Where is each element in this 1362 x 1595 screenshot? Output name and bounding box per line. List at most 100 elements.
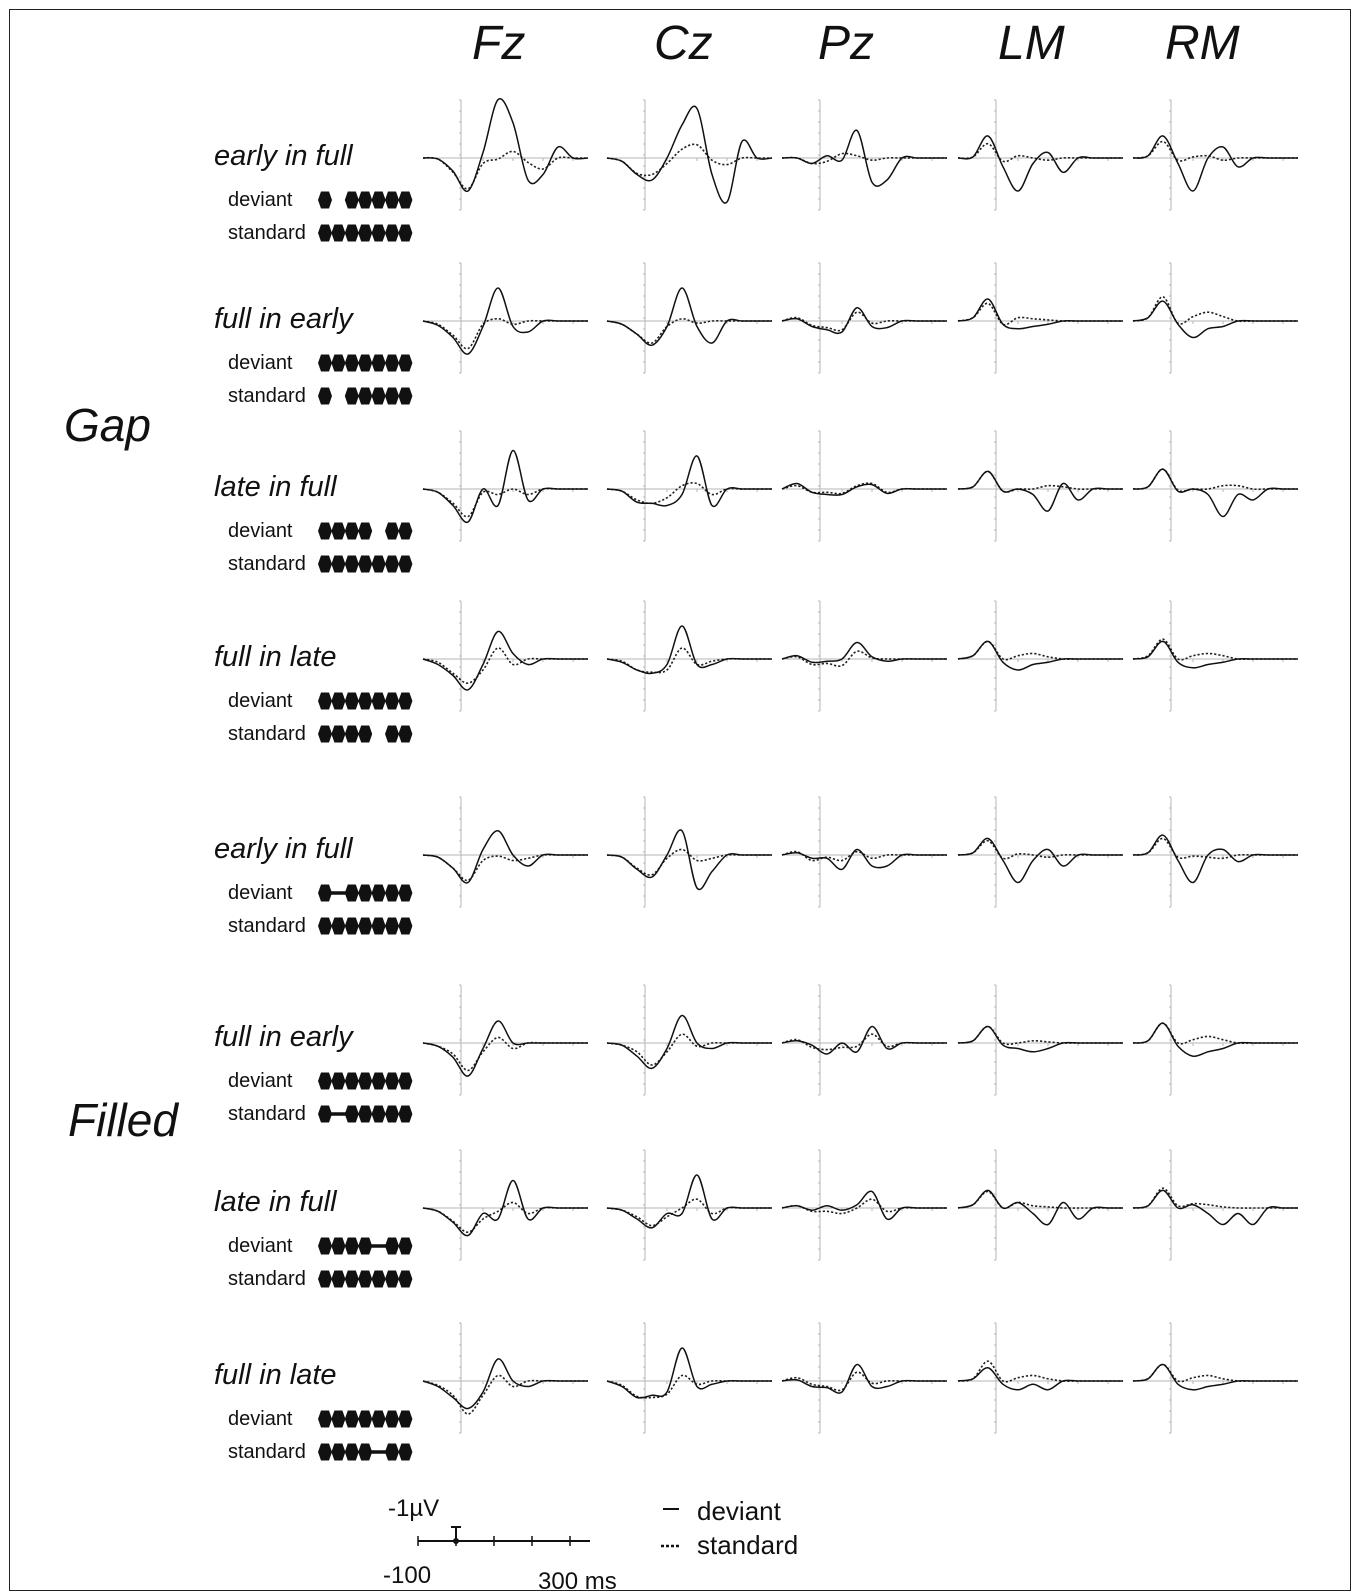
legend-standard-label: standard: [697, 1530, 799, 1560]
deviant-waveform: [1132, 834, 1298, 884]
tone-segment: [385, 522, 399, 540]
deviant-waveform: [957, 298, 1123, 330]
erp-panel-filled-1-cz: [606, 796, 772, 908]
standard-waveform: [781, 650, 947, 667]
erp-panel-gap-2-pz: [781, 262, 947, 374]
deviant-waveform: [422, 1179, 588, 1237]
tone-segment: [398, 1410, 413, 1428]
standard-label: standard: [228, 222, 306, 244]
column-header-pz: Pz: [818, 17, 875, 70]
tone-segment: [318, 884, 332, 902]
standard-stimulus-icon: [318, 1105, 413, 1123]
scale-time-end-label: 300 ms: [538, 1568, 617, 1595]
tone-segment: [398, 1072, 413, 1090]
standard-waveform: [1132, 296, 1298, 325]
tone-segment: [344, 1072, 359, 1090]
tone-segment: [331, 725, 346, 743]
tone-segment: [371, 1105, 386, 1123]
tone-segment: [358, 555, 373, 573]
tone-segment: [398, 1443, 413, 1461]
tone-segment: [371, 1270, 386, 1288]
tone-segment: [371, 917, 386, 935]
standard-stimulus-icon: [318, 555, 413, 573]
tone-segment: [318, 1237, 332, 1255]
tone-segment: [331, 555, 346, 573]
erp-panel-filled-2-fz: [422, 984, 588, 1096]
deviant-waveform: [606, 1174, 772, 1229]
standard-waveform: [422, 1036, 588, 1072]
deviant-label: deviant: [228, 1408, 293, 1430]
standard-stimulus-icon: [318, 1443, 413, 1461]
tone-segment: [385, 884, 399, 902]
erp-panel-gap-2-cz: [606, 262, 772, 374]
standard-waveform: [422, 150, 588, 190]
tone-segment: [344, 692, 359, 710]
tone-segment: [358, 1237, 373, 1255]
deviant-waveform: [781, 641, 947, 664]
deviant-waveform: [422, 449, 588, 524]
erp-panel-gap-4-cz: [606, 600, 772, 712]
tone-segment: [344, 725, 359, 743]
tone-segment: [344, 354, 359, 372]
deviant-waveform: [781, 848, 947, 871]
tone-segment: [331, 1443, 346, 1461]
tone-segment: [358, 522, 373, 540]
tone-segment: [344, 555, 359, 573]
deviant-waveform: [957, 837, 1123, 884]
deviant-label: deviant: [228, 520, 293, 542]
tone-segment: [371, 387, 386, 405]
deviant-label: deviant: [228, 1235, 293, 1257]
erp-panel-gap-3-fz: [422, 430, 588, 542]
tone-segment: [344, 522, 359, 540]
tone-segment: [385, 725, 399, 743]
standard-stimulus-icon: [318, 725, 413, 743]
tone-segment: [385, 191, 399, 209]
scale-amplitude-label: -1µV: [388, 1495, 440, 1522]
erp-panel-filled-4-fz: [422, 1322, 588, 1434]
condition-title: early in full: [214, 140, 353, 172]
tone-segment: [371, 191, 386, 209]
group-label-gap: Gap: [64, 399, 151, 451]
tone-segment: [398, 1105, 413, 1123]
deviant-waveform: [1132, 135, 1298, 192]
tone-segment: [331, 354, 346, 372]
tone-segment: [398, 725, 413, 743]
tone-segment: [344, 1105, 359, 1123]
erp-panel-gap-3-pz: [781, 430, 947, 542]
tone-segment: [385, 1072, 399, 1090]
deviant-waveform: [606, 829, 772, 891]
deviant-waveform: [957, 1189, 1123, 1226]
tone-segment: [385, 917, 399, 935]
standard-stimulus-icon: [318, 1270, 413, 1288]
erp-panel-filled-4-cz: [606, 1322, 772, 1434]
scale-bar: [417, 1526, 590, 1546]
tone-segment: [331, 522, 346, 540]
deviant-waveform: [422, 630, 588, 691]
erp-panel-gap-2-fz: [422, 262, 588, 374]
erp-panel-gap-3-rm: [1132, 430, 1298, 542]
deviant-waveform: [606, 1347, 772, 1399]
deviant-waveform: [1132, 1022, 1298, 1058]
standard-waveform: [606, 1033, 772, 1066]
tone-segment: [358, 917, 373, 935]
tone-segment: [344, 387, 359, 405]
tone-segment: [318, 555, 332, 573]
tone-segment: [344, 191, 359, 209]
tone-segment: [344, 1443, 359, 1461]
condition-title: late in full: [214, 471, 337, 503]
tone-segment: [344, 1410, 359, 1428]
standard-waveform: [422, 487, 588, 518]
tone-segment: [344, 917, 359, 935]
column-header-cz: Cz: [654, 17, 713, 70]
deviant-waveform: [422, 1358, 588, 1410]
erp-panel-gap-1-rm: [1132, 99, 1298, 211]
tone-segment: [385, 555, 399, 573]
erp-panel-filled-3-fz: [422, 1149, 588, 1261]
tone-segment: [398, 224, 413, 242]
standard-waveform: [422, 647, 588, 685]
tone-segment: [371, 354, 386, 372]
condition-title: full in late: [214, 1359, 337, 1391]
tone-segment: [371, 692, 386, 710]
erp-panel-gap-2-lm: [957, 262, 1123, 374]
tone-segment: [331, 224, 346, 242]
